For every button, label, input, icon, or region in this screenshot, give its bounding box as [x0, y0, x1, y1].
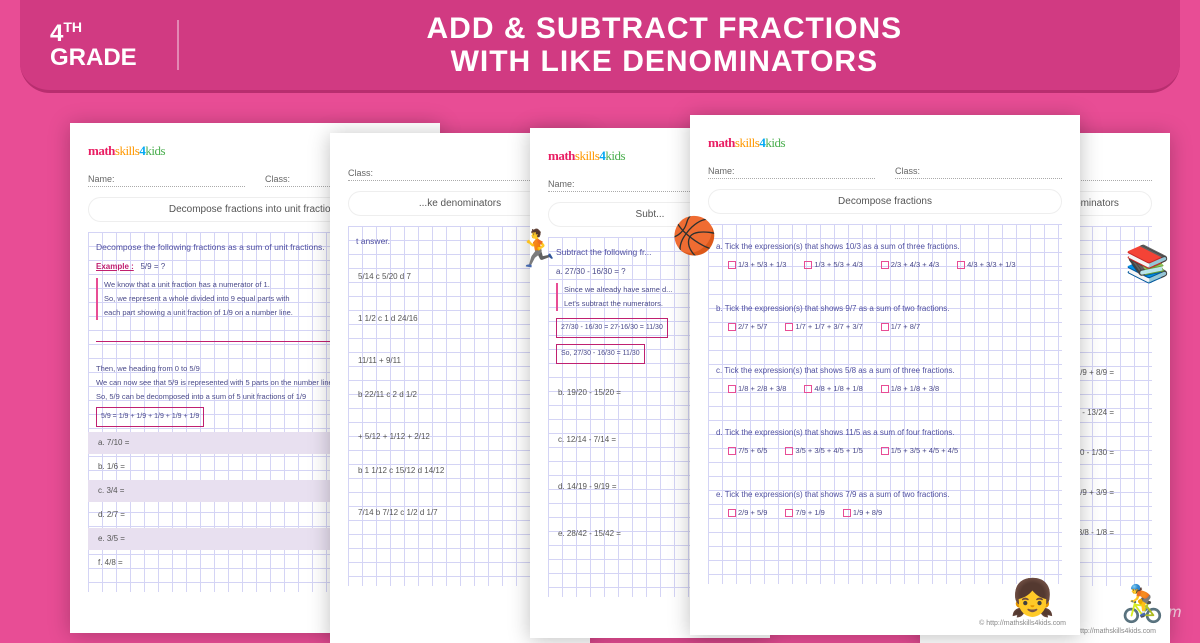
option: 1/3 + 5/3 + 1/3 — [728, 258, 786, 272]
option: 2/9 + 5/9 — [728, 506, 767, 520]
option: 1/9 + 8/9 — [843, 506, 882, 520]
title-line2: WITH LIKE DENOMINATORS — [451, 45, 879, 78]
header-banner: 4TH GRADE ADD & SUBTRACT FRACTIONS WITH … — [20, 0, 1180, 93]
option: 3/5 + 3/5 + 4/5 + 1/5 — [785, 444, 862, 458]
options-row: 7/5 + 6/5 3/5 + 3/5 + 4/5 + 1/5 1/5 + 3/5 … — [716, 444, 1054, 458]
grade-badge: 4TH GRADE — [50, 20, 179, 70]
kid-illustration: 🏃 — [515, 228, 555, 278]
kid-illustration: 🏀 — [672, 215, 712, 265]
checkbox-icon — [728, 447, 736, 455]
question-block: d. Tick the expression(s) that shows 11/… — [716, 426, 1054, 458]
worksheet-title: Decompose fractions — [708, 189, 1062, 214]
footer-url: © http://mathskills4kids.com — [1069, 628, 1156, 635]
title-line1: ADD & SUBTRACT FRACTIONS — [427, 12, 903, 45]
checkbox-icon — [728, 261, 736, 269]
option: 2/7 + 5/7 — [728, 320, 767, 334]
options-row: 1/3 + 5/3 + 1/3 1/3 + 5/3 + 4/3 2/3 + 4/3 … — [716, 258, 1054, 272]
option: 1/8 + 1/8 + 3/8 — [881, 382, 939, 396]
kid-illustration: 🚴 — [1120, 583, 1160, 633]
worked-example: 27/30 - 16/30 = 27-16/30 = 11/30 — [556, 318, 668, 338]
checkbox-icon — [957, 261, 965, 269]
options-row: 1/8 + 2/8 + 3/8 4/8 + 1/8 + 1/8 1/8 + 1/8 … — [716, 382, 1054, 396]
option: 1/7 + 1/7 + 3/7 + 3/7 — [785, 320, 862, 334]
option: 1/5 + 3/5 + 4/5 + 4/5 — [881, 444, 958, 458]
worksheet-4: mathskills4kids Name: Class: Decompose f… — [690, 115, 1080, 635]
question-text: a. Tick the expression(s) that shows 10/… — [716, 240, 1054, 254]
page-title: ADD & SUBTRACT FRACTIONS WITH LIKE DENOM… — [179, 12, 1150, 78]
checkbox-icon — [804, 385, 812, 393]
question-text: d. Tick the expression(s) that shows 11/… — [716, 426, 1054, 440]
checkbox-icon — [785, 447, 793, 455]
logo: mathskills4kids — [708, 135, 1062, 151]
option: 4/3 + 3/3 + 1/3 — [957, 258, 1015, 272]
boxed-answer: 5/9 = 1/9 + 1/9 + 1/9 + 1/9 + 1/9 — [96, 407, 204, 427]
checkbox-icon — [881, 385, 889, 393]
option: 1/7 + 8/7 — [881, 320, 920, 334]
checkbox-icon — [804, 261, 812, 269]
question-block: c. Tick the expression(s) that shows 5/8… — [716, 364, 1054, 396]
option: 1/3 + 5/3 + 4/3 — [804, 258, 862, 272]
question-block: a. Tick the expression(s) that shows 10/… — [716, 240, 1054, 272]
checkbox-icon — [728, 385, 736, 393]
question-text: c. Tick the expression(s) that shows 5/8… — [716, 364, 1054, 378]
checkbox-icon — [843, 509, 851, 517]
example-label: Example : — [96, 262, 134, 271]
checkbox-icon — [785, 509, 793, 517]
checkbox-icon — [881, 261, 889, 269]
checkbox-icon — [881, 323, 889, 331]
boxed-answer: So, 27/30 - 16/30 = 11/30 — [556, 344, 645, 364]
example-fraction: 5/9 = ? — [140, 262, 165, 271]
option: 7/9 + 1/9 — [785, 506, 824, 520]
question-block: e. Tick the expression(s) that shows 7/9… — [716, 488, 1054, 520]
option: 1/8 + 2/8 + 3/8 — [728, 382, 786, 396]
name-class-line: Name: Class: — [708, 166, 1062, 179]
checkbox-icon — [728, 509, 736, 517]
question-text: e. Tick the expression(s) that shows 7/9… — [716, 488, 1054, 502]
class-label: Class: — [895, 166, 1062, 179]
option: 4/8 + 1/8 + 1/8 — [804, 382, 862, 396]
name-label: Name: — [708, 166, 875, 179]
question-text: b. Tick the expression(s) that shows 9/7… — [716, 302, 1054, 316]
name-label: Name: — [88, 174, 245, 187]
options-row: 2/7 + 5/7 1/7 + 1/7 + 3/7 + 3/7 1/7 + 8/7 — [716, 320, 1054, 334]
grade-number: 4 — [50, 20, 63, 47]
footer-url: © http://mathskills4kids.com — [979, 620, 1066, 627]
kid-illustration: 📚 — [1125, 243, 1165, 293]
grade-word: GRADE — [50, 44, 137, 71]
checkbox-icon — [881, 447, 889, 455]
options-row: 2/9 + 5/9 7/9 + 1/9 1/9 + 8/9 — [716, 506, 1054, 520]
option: 2/3 + 4/3 + 4/3 — [881, 258, 939, 272]
question-block: b. Tick the expression(s) that shows 9/7… — [716, 302, 1054, 334]
option: 7/5 + 6/5 — [728, 444, 767, 458]
worksheet-grid: a. Tick the expression(s) that shows 10/… — [708, 224, 1062, 584]
checkbox-icon — [728, 323, 736, 331]
worksheet-stage: mathskills4kids Name: Class: Decompose f… — [0, 103, 1200, 643]
checkbox-icon — [785, 323, 793, 331]
grade-suffix: TH — [63, 19, 82, 35]
